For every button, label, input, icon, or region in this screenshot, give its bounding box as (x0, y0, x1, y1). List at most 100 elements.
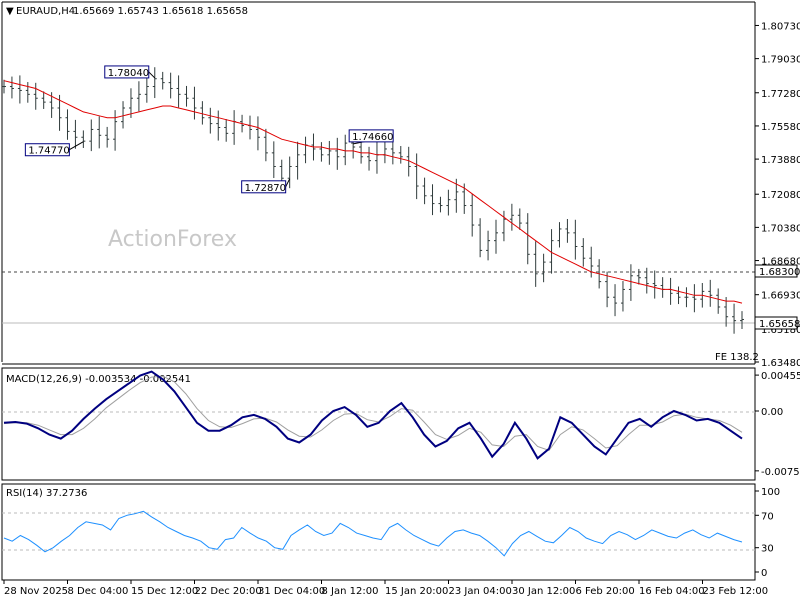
price-axis: 1.80730 1.79030 1.77280 1.75580 1.73880 1.720… (755, 21, 800, 369)
fe-label: FE 138.2 (715, 352, 759, 363)
price-tick-label: 1.68680 (761, 257, 800, 268)
price-bar (359, 140, 364, 164)
callout-box (24, 143, 70, 157)
price-tick-label: 1.65180 (761, 325, 800, 336)
price-bar (533, 241, 538, 287)
price-bar (216, 110, 221, 141)
time-tick-label: 8 Jan 12:00 (322, 586, 379, 597)
level-tag-box (754, 264, 798, 278)
price-bar (367, 146, 372, 171)
callout-label: 1.78040 (108, 68, 149, 79)
price-bar (2, 79, 6, 94)
callout-leader (285, 178, 291, 188)
price-bar (501, 210, 506, 242)
rsi-tick-label: 100 (761, 487, 780, 498)
callout-label: 1.74770 (28, 146, 69, 157)
price-bar (160, 71, 165, 90)
moving-average-line (3, 80, 743, 304)
price-bar (628, 264, 633, 301)
price-bar (636, 268, 641, 285)
rsi-panel: RSI(14) 37.2736 100 70 30 0 (1, 483, 780, 581)
price-bar (208, 107, 213, 134)
symbol-label: EURAUD,H4 (16, 6, 75, 17)
price-bar (136, 81, 141, 112)
time-tick-label: 31 Dec 04:00 (258, 586, 325, 597)
price-bar (517, 208, 522, 230)
price-tick-label: 1.80730 (761, 21, 800, 32)
price-bar (605, 271, 610, 308)
callout-box (241, 180, 287, 194)
price-bar (398, 146, 403, 164)
price-bar (716, 288, 721, 314)
price-bar (494, 219, 498, 254)
price-bar (73, 119, 78, 149)
price-bar (692, 284, 697, 313)
price-bar (263, 128, 268, 162)
rsi-axis: 100 70 30 0 (755, 487, 780, 579)
price-bar (152, 67, 157, 99)
price-bars (2, 67, 744, 334)
price-bar (470, 194, 475, 237)
price-bar (509, 203, 514, 231)
price-bar (295, 141, 300, 180)
price-bar (41, 91, 46, 109)
price-bar (613, 284, 618, 317)
time-tick-label: 6 Feb 20:00 (576, 586, 635, 597)
macd-axis: 0.004553 0.00 -0.007593 (755, 371, 800, 478)
time-tick-label: 30 Jan 12:00 (512, 586, 575, 597)
price-tick-label: 1.72080 (761, 190, 800, 201)
callout-label: 1.74660 (352, 132, 393, 143)
price-bar (287, 156, 292, 189)
rsi-line (3, 510, 743, 557)
callout-label: 1.72870 (245, 183, 286, 194)
price-bar (620, 281, 625, 312)
current-price-tag-box (754, 316, 798, 330)
price-bar (676, 286, 681, 305)
price-bar (549, 229, 554, 274)
price-bar (81, 130, 86, 148)
price-bar (422, 177, 427, 205)
price-bar (121, 101, 126, 129)
price-bar (17, 75, 22, 104)
rsi-tick-label: 0 (761, 568, 767, 579)
price-bar (335, 137, 340, 170)
price-bar (732, 303, 737, 334)
price-tick-label: 1.73880 (761, 155, 800, 166)
price-bar (200, 101, 205, 125)
price-bar (724, 297, 729, 327)
time-tick-label: 15 Dec 12:00 (131, 586, 198, 597)
price-bar (708, 279, 713, 307)
price-bar (128, 88, 133, 118)
callout-box (348, 129, 394, 143)
price-callouts: 1.78040 1.74770 1.72870 1.74660 (24, 65, 394, 194)
price-bar (652, 270, 657, 299)
price-bar (486, 230, 491, 261)
rsi-label: RSI(14) 37.2736 (6, 488, 87, 499)
price-bar (184, 85, 189, 107)
price-bar (65, 109, 70, 140)
callout-box (104, 65, 150, 79)
price-bar (224, 119, 229, 142)
price-bar (113, 110, 118, 151)
macd-main-line (3, 370, 743, 460)
price-bar (525, 213, 530, 265)
price-bar (33, 82, 38, 110)
price-bar (25, 82, 30, 103)
price-bar (89, 119, 94, 152)
time-tick-label: 16 Feb 04:00 (639, 586, 705, 597)
time-tick-label: 23 Jan 04:00 (449, 586, 512, 597)
price-bar (581, 238, 586, 267)
price-tick-label: 1.63480 (761, 358, 800, 369)
price-bar (105, 126, 110, 148)
price-bar (343, 134, 348, 166)
callout-leader (69, 141, 84, 151)
macd-label: MACD(12,26,9) -0.003534 -0.002541 (6, 374, 191, 385)
price-bar (557, 222, 562, 248)
level-tag-1-68300: 1.68300 (759, 267, 800, 278)
ohlc-readout: 1.65669 1.65743 1.65618 1.65658 (73, 6, 248, 17)
macd-tick-label: -0.007593 (761, 467, 800, 478)
time-tick-label: 23 Feb 12:00 (703, 586, 769, 597)
macd-tick-label: 0.00 (761, 407, 783, 418)
